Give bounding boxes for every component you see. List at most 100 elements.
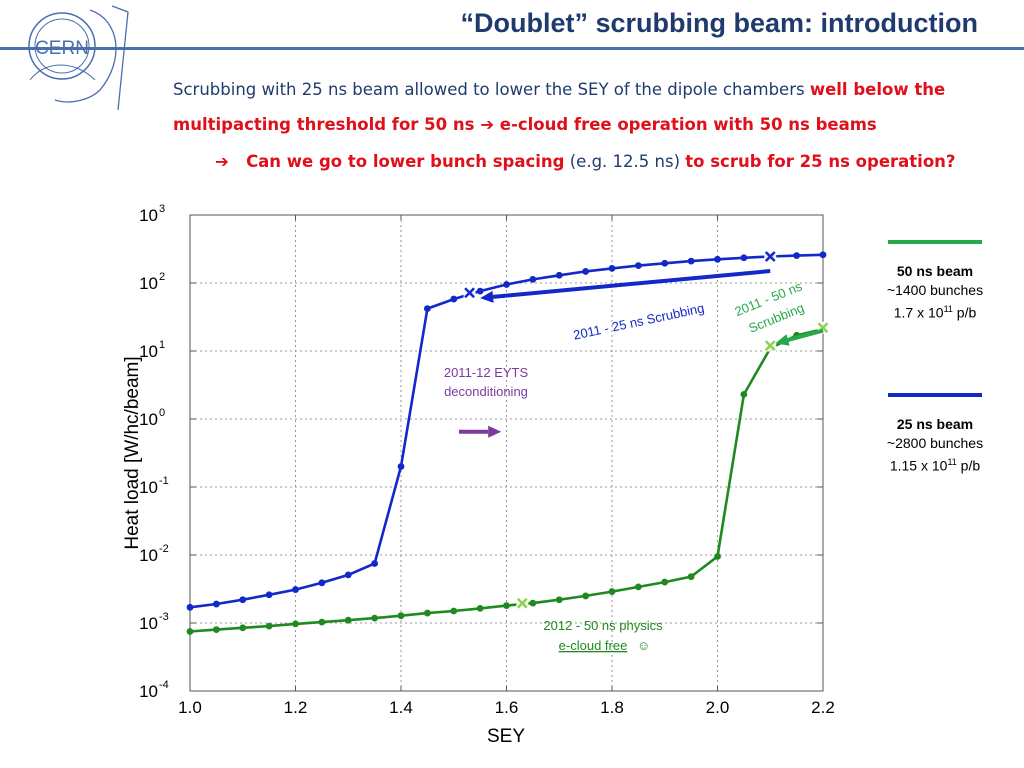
data-point: [186, 603, 194, 611]
data-point: [423, 609, 431, 617]
legend-25ns-intensity-base: 1.15 x 10: [889, 457, 948, 474]
annotation-arrow: [787, 328, 824, 342]
data-point: [634, 583, 642, 591]
y-tick-label: 10: [139, 614, 158, 633]
legend-50ns-bunches: ~1400 bunches: [886, 282, 984, 298]
data-point: [239, 624, 247, 632]
legend-50ns-intensity-exp: 11: [943, 304, 953, 314]
y-tick-label: 10: [139, 682, 158, 701]
x-tick-label: 2.0: [706, 698, 730, 717]
cross-marker: [464, 287, 475, 299]
y-tick-label: 10: [139, 206, 158, 225]
cross-marker: [516, 597, 528, 609]
data-point: [476, 604, 484, 612]
smiley-icon: ☺: [637, 638, 650, 653]
data-point: [529, 275, 537, 283]
data-point: [212, 626, 220, 633]
data-point: [344, 616, 352, 624]
intro-arrow-icon: ➔: [480, 115, 495, 134]
data-point: [212, 600, 220, 608]
data-point: [318, 618, 326, 626]
y-tick-exponent: -1: [159, 475, 169, 487]
legend-50ns-swatch: [888, 240, 982, 244]
legend-25ns-intensity-unit: p/b: [956, 457, 981, 474]
header-divider: [0, 47, 1024, 50]
annotation-arrowhead: [775, 334, 790, 346]
x-tick-label: 1.6: [495, 698, 519, 717]
y-tick-exponent: -3: [159, 611, 169, 623]
data-point: [555, 596, 563, 604]
intro-part-b: well below the multipacting threshold fo…: [173, 80, 946, 134]
y-tick-exponent: -2: [159, 543, 169, 555]
data-point: [318, 579, 326, 587]
y-tick-label: 10: [139, 478, 158, 497]
x-tick-label: 1.2: [284, 698, 308, 717]
question-arrow-icon: ➔: [215, 152, 229, 171]
y-tick-exponent: 2: [159, 271, 165, 283]
x-tick-label: 2.2: [811, 698, 835, 717]
data-point: [423, 305, 431, 313]
data-point: [292, 620, 299, 628]
data-point: [476, 287, 484, 295]
data-point: [793, 252, 801, 259]
legend-25ns-title: 25 ns beam: [896, 416, 974, 432]
data-point: [661, 259, 669, 267]
cross-marker: [764, 340, 776, 351]
legend-25ns-bunches: ~2800 bunches: [886, 435, 984, 451]
data-point: [397, 463, 405, 470]
y-tick-exponent: 0: [159, 407, 165, 419]
data-point: [344, 571, 352, 579]
annotation-scrub25: 2011 - 25 ns Scrubbing: [572, 300, 706, 342]
legend-50ns-intensity-unit: p/b: [952, 304, 977, 321]
data-point: [239, 596, 247, 604]
y-axis-label: Heat load [W/hc/beam]: [122, 356, 143, 549]
legend-50ns-title: 50 ns beam: [896, 263, 974, 279]
question-part-a: Can we go to lower bunch spacing: [246, 152, 565, 171]
cross-marker: [764, 251, 776, 262]
annotation-physics-line2: e-cloud free: [559, 638, 628, 653]
data-point: [292, 586, 299, 593]
legend-25ns-swatch: [888, 393, 982, 397]
annotation-eyts-line2: deconditioning: [444, 384, 528, 399]
annotation-arrow: [492, 269, 771, 299]
y-tick-label: 10: [139, 410, 158, 429]
data-point: [503, 281, 510, 288]
page-title: “Doublet” scrubbing beam: introduction: [460, 8, 978, 38]
legend-50ns-intensity: 1.7 x 1011 p/b: [852, 300, 1018, 323]
data-point: [608, 264, 616, 272]
annotation-arrowhead: [488, 425, 502, 438]
y-tick-label: 10: [139, 274, 158, 293]
legend-50ns-intensity-base: 1.7 x 10: [893, 304, 944, 321]
intro-text: Scrubbing with 25 ns beam allowed to low…: [173, 72, 1003, 142]
intro-part-a: Scrubbing with 25 ns beam allowed to low…: [173, 80, 810, 99]
data-point: [819, 251, 827, 259]
data-point: [714, 255, 721, 263]
x-tick-label: 1.0: [178, 698, 202, 717]
x-axis-label: SEY: [487, 726, 525, 747]
legend-25ns: 25 ns beam ~2800 bunches 1.15 x 1011 p/b: [852, 393, 1018, 476]
question-text: ➔ Can we go to lower bunch spacing (e.g.…: [215, 152, 955, 171]
data-point: [503, 602, 510, 610]
y-tick-label: 10: [139, 546, 158, 565]
data-point: [450, 607, 458, 615]
legend-50ns: 50 ns beam ~1400 bunches 1.7 x 1011 p/b: [852, 240, 1018, 323]
data-point: [687, 257, 695, 265]
data-point: [714, 553, 721, 560]
data-point: [740, 391, 748, 398]
data-point: [687, 573, 695, 581]
y-tick-label: 10: [139, 342, 158, 361]
data-point: [582, 592, 590, 600]
annotation-eyts-line1: 2011-12 EYTS: [444, 365, 529, 380]
x-tick-label: 1.8: [600, 698, 624, 717]
data-point: [397, 612, 405, 620]
data-point: [450, 295, 458, 303]
y-tick-exponent: 3: [159, 203, 165, 215]
data-point: [634, 262, 642, 270]
data-point: [371, 614, 379, 622]
data-point: [740, 254, 748, 262]
question-part-c: to scrub for 25 ns operation?: [685, 152, 956, 171]
data-point: [661, 578, 669, 586]
legend-25ns-intensity-exp: 11: [947, 457, 957, 467]
data-point: [265, 591, 273, 599]
